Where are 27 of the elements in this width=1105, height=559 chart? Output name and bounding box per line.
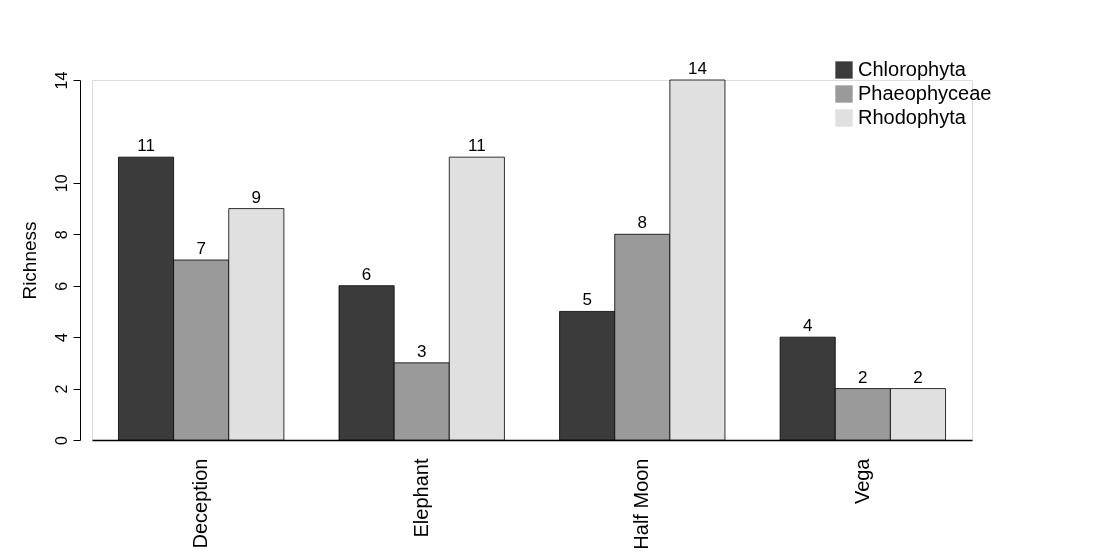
data-label: 6 — [361, 264, 372, 284]
legend-label: Phaeophyceae — [858, 82, 992, 104]
legend-label: Chlorophyta — [858, 58, 967, 80]
data-label: 11 — [137, 136, 155, 156]
data-label: 2 — [858, 367, 868, 387]
y-axis-title: Richness — [18, 221, 40, 300]
x-tick-label: Vega — [850, 457, 873, 505]
data-label: 9 — [251, 187, 262, 207]
data-label: 11 — [468, 136, 486, 156]
legend-label: Rhodophyta — [858, 106, 967, 128]
data-label: 8 — [637, 213, 648, 233]
x-tick-label: Half Moon — [630, 458, 653, 550]
data-label: 5 — [582, 290, 592, 310]
data-label: 7 — [196, 239, 206, 258]
y-tick-label: 14 — [52, 71, 70, 90]
y-tick-label: 10 — [52, 174, 70, 193]
x-tick-label: Deception — [189, 458, 212, 549]
x-tick-label: Elephant — [409, 458, 432, 538]
y-tick-label: 6 — [52, 281, 70, 291]
data-label: 2 — [913, 367, 923, 387]
data-label: 4 — [802, 316, 813, 336]
y-tick-label: 2 — [52, 384, 70, 394]
data-label: 14 — [687, 59, 707, 78]
data-label: 3 — [416, 341, 427, 361]
y-tick-label: 8 — [52, 230, 70, 240]
y-tick-label: 0 — [52, 435, 70, 445]
y-tick-label: 4 — [52, 333, 70, 343]
